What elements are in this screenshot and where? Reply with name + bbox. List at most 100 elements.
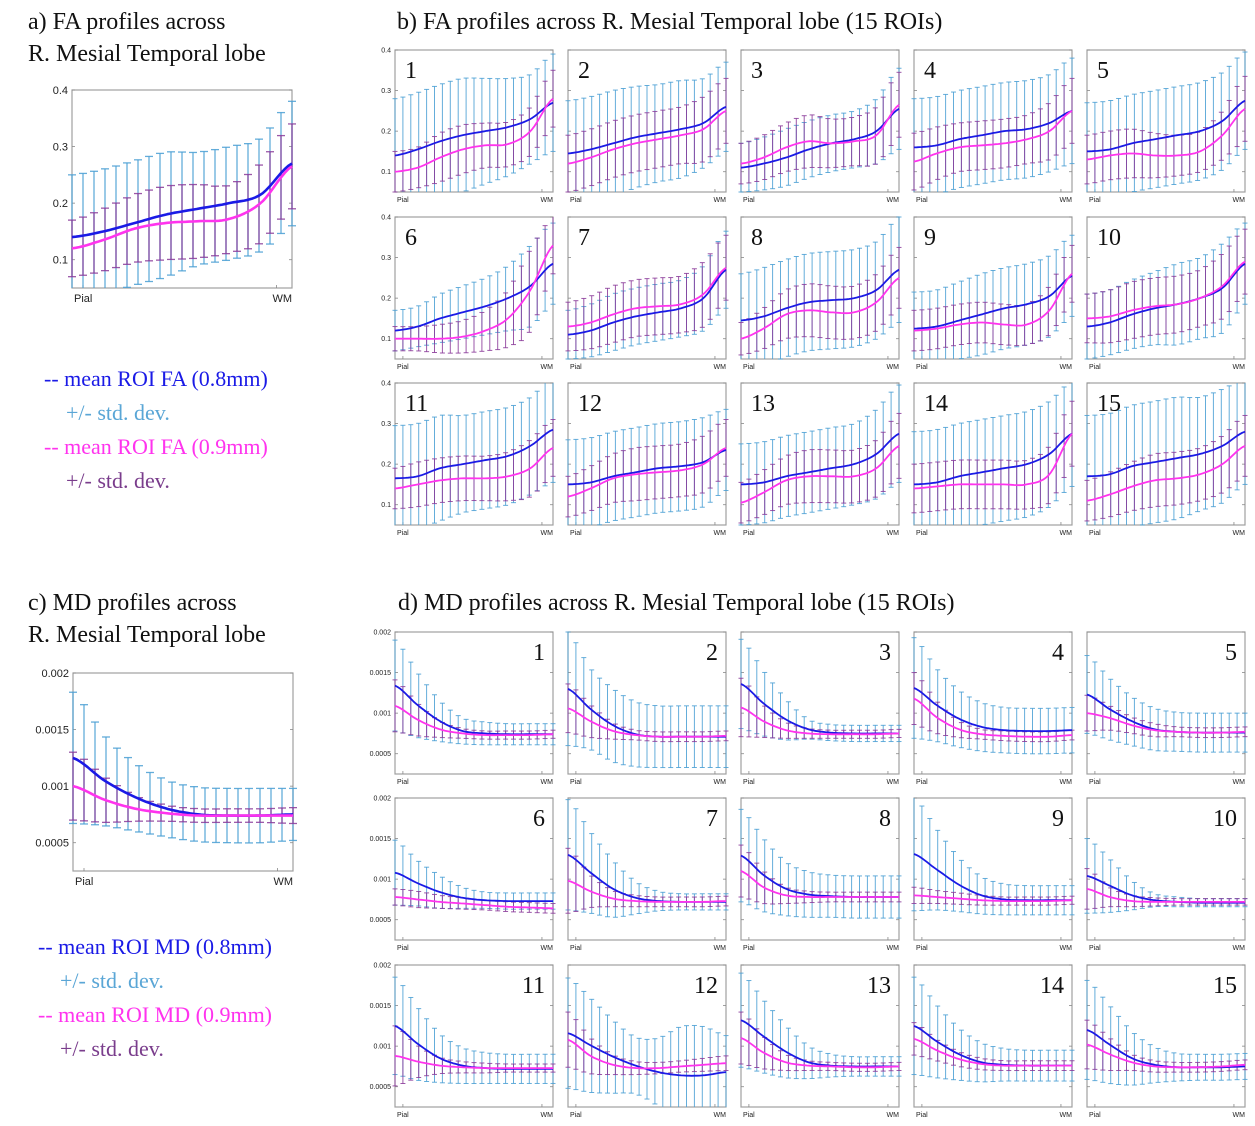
panel-d-title: d) MD profiles across R. Mesial Temporal… — [398, 590, 955, 616]
x-label-wm: WM — [1060, 779, 1073, 786]
legend-fa-std-09: +/- std. dev. — [66, 468, 170, 493]
x-label-pial: Pial — [743, 779, 755, 786]
mean-line-09 — [567, 110, 727, 165]
roi-number-label: 2 — [706, 640, 718, 666]
mean-line-08 — [740, 432, 900, 486]
mean-line-09 — [913, 273, 1073, 332]
x-label-pial: Pial — [743, 945, 755, 952]
x-label-wm: WM — [1060, 197, 1073, 204]
roi-number-label: 1 — [405, 58, 417, 84]
y-tick-label: 0.3 — [381, 255, 391, 262]
mean-line-09 — [913, 697, 1073, 738]
fa-roi-chart-4: Pial WM 4 — [911, 49, 1075, 204]
mean-line-09 — [395, 244, 554, 340]
mean-line-09 — [740, 870, 899, 898]
x-label-pial: Pial — [74, 293, 92, 305]
x-label-pial: Pial — [397, 364, 409, 371]
y-tick-label: 0.001 — [41, 781, 69, 793]
y-tick-label: 0.4 — [381, 47, 391, 54]
x-label-wm: WM — [714, 945, 727, 952]
x-label-wm: WM — [714, 530, 727, 537]
mean-line-09 — [71, 165, 293, 250]
x-label-pial: Pial — [1089, 197, 1101, 204]
y-tick-label: 0.0005 — [370, 1084, 392, 1091]
md-roi-chart-10: Pial WM 10 — [1084, 797, 1248, 952]
mean-line-09 — [394, 447, 554, 490]
mean-line-09 — [913, 1037, 1072, 1067]
panel-c-title-line2: R. Mesial Temporal lobe — [28, 622, 266, 648]
x-label-wm: WM — [714, 1112, 727, 1119]
mean-line-09 — [72, 784, 293, 817]
mean-line-09 — [740, 706, 900, 736]
mean-line-08 — [567, 449, 727, 486]
mean-line-08 — [71, 162, 293, 239]
mean-line-08 — [394, 428, 554, 480]
legend-fa: -- mean ROI FA (0.8mm) +/- std. dev. -- … — [44, 362, 268, 498]
plot-frame — [913, 797, 1073, 941]
x-label-pial: Pial — [916, 364, 928, 371]
roi-number-label: 3 — [879, 640, 891, 666]
y-tick-label: 0.002 — [373, 629, 391, 636]
y-tick-label: 0.001 — [373, 711, 391, 718]
x-label-wm: WM — [1233, 197, 1246, 204]
fa-roi-chart-3: Pial WM 3 — [738, 49, 902, 204]
roi-number-label: 7 — [578, 225, 590, 251]
mean-line-08 — [567, 105, 727, 155]
x-label-wm: WM — [887, 779, 900, 786]
x-label-pial: Pial — [1089, 779, 1101, 786]
mean-line-09 — [740, 104, 900, 165]
x-label-wm: WM — [273, 876, 293, 888]
x-label-pial: Pial — [570, 197, 582, 204]
x-label-wm: WM — [714, 364, 727, 371]
x-label-wm: WM — [541, 197, 554, 204]
y-tick-label: 0.0005 — [370, 751, 392, 758]
legend-md-std-09: +/- std. dev. — [60, 1036, 164, 1061]
y-tick-label: 0.2 — [381, 462, 391, 469]
md-roi-chart-15: Pial WM 15 — [1084, 964, 1248, 1119]
roi-number-label: 11 — [405, 391, 428, 417]
roi-number-label: 8 — [751, 225, 763, 251]
md-roi-chart-1: 0.0005 0.001 0.0015 0.002 Pial WM 1 — [370, 629, 556, 786]
fa-roi-chart-14: Pial WM 14 — [911, 382, 1075, 537]
y-tick-label: 0.1 — [381, 336, 391, 343]
fa-roi-chart-8: Pial WM 8 — [738, 216, 902, 371]
y-tick-label: 0.1 — [381, 502, 391, 509]
mean-line-09 — [1086, 888, 1245, 903]
roi-number-label: 7 — [706, 806, 718, 832]
roi-number-label: 6 — [405, 225, 417, 251]
fa-roi-chart-7: Pial WM 7 — [565, 216, 729, 371]
mean-line-09 — [567, 707, 726, 738]
fa-roi-chart-15: Pial WM 15 — [1084, 382, 1248, 537]
mean-line-09 — [394, 1055, 553, 1069]
fa-roi-chart-6: 0.1 0.2 0.3 0.4 Pial WM 6 — [381, 214, 556, 371]
x-label-pial: Pial — [570, 945, 582, 952]
roi-number-label: 11 — [522, 973, 545, 999]
x-label-wm: WM — [272, 293, 292, 305]
legend-fa-mean-08: -- mean ROI FA (0.8mm) — [44, 366, 268, 391]
y-tick-label: 0.001 — [373, 1044, 391, 1051]
fa-roi-chart-9: Pial WM 9 — [911, 216, 1075, 371]
x-label-pial: Pial — [916, 1112, 928, 1119]
md-roi-chart-8: Pial WM 8 — [738, 797, 902, 952]
mean-line-09 — [913, 110, 1073, 163]
x-label-pial: Pial — [397, 1112, 409, 1119]
x-label-pial: Pial — [397, 530, 409, 537]
panel-a-title-line1: a) FA profiles across — [28, 9, 226, 35]
x-label-wm: WM — [541, 779, 554, 786]
mean-line-09 — [913, 894, 1073, 902]
plot-frame — [1086, 964, 1246, 1108]
x-label-pial: Pial — [743, 530, 755, 537]
x-label-pial: Pial — [570, 364, 582, 371]
mean-line-08 — [394, 871, 553, 902]
x-label-wm: WM — [541, 945, 554, 952]
legend-md: -- mean ROI MD (0.8mm) +/- std. dev. -- … — [38, 930, 272, 1066]
roi-number-label: 4 — [924, 58, 936, 84]
mean-line-09 — [740, 1037, 900, 1069]
roi-number-label: 12 — [578, 391, 602, 417]
x-label-wm: WM — [887, 1112, 900, 1119]
y-tick-label: 0.4 — [381, 214, 391, 221]
legend-md-mean-09: -- mean ROI MD (0.9mm) — [38, 1002, 273, 1027]
fa-roi-chart-1: 0.1 0.2 0.3 0.4 Pial WM 1 — [381, 47, 556, 204]
x-label-pial: Pial — [75, 876, 93, 888]
